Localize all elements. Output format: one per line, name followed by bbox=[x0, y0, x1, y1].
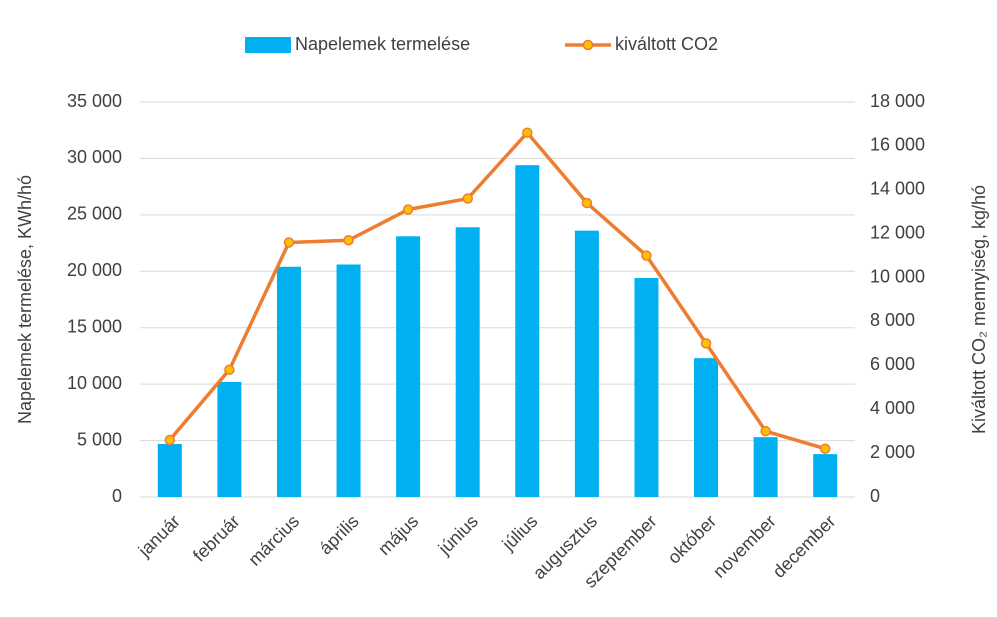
x-tick-label: április bbox=[315, 511, 362, 558]
bar bbox=[157, 443, 182, 497]
bar bbox=[634, 278, 659, 497]
x-tick-label: június bbox=[434, 511, 482, 559]
x-tick-label: július bbox=[498, 511, 542, 555]
x-tick-label: október bbox=[664, 511, 721, 568]
marker bbox=[700, 338, 712, 349]
y-tick-label: 25 000 bbox=[67, 204, 122, 224]
marker bbox=[581, 197, 593, 209]
y-tick-label: 15 000 bbox=[67, 316, 122, 336]
y2-axis-label: Kiváltott CO₂ mennyiség, kg/hó bbox=[969, 185, 989, 434]
bar bbox=[694, 358, 719, 497]
y-tick-label: 35 000 bbox=[67, 91, 122, 111]
marker bbox=[462, 193, 473, 204]
x-tick-label: január bbox=[134, 511, 184, 561]
x-tick-label: május bbox=[374, 511, 422, 559]
y-axis-label: Napelemek termelése, KWh/hó bbox=[15, 175, 35, 424]
marker bbox=[283, 237, 295, 248]
x-tick-label: március bbox=[244, 511, 303, 570]
marker bbox=[641, 250, 652, 261]
bar bbox=[276, 266, 301, 497]
y-tick-label: 5 000 bbox=[77, 429, 122, 449]
y2-tick-label: 14 000 bbox=[870, 179, 925, 199]
marker bbox=[402, 204, 414, 215]
y2-tick-label: 0 bbox=[870, 486, 880, 506]
y-tick-label: 30 000 bbox=[67, 147, 122, 167]
y-tick-label: 0 bbox=[112, 486, 122, 506]
y2-tick-label: 4 000 bbox=[870, 398, 915, 418]
bar bbox=[574, 230, 599, 497]
y2-tick-label: 8 000 bbox=[870, 310, 915, 330]
marker bbox=[760, 425, 771, 437]
line bbox=[168, 130, 826, 451]
bar bbox=[515, 165, 540, 497]
legend-label: Napelemek termelése bbox=[295, 34, 470, 54]
bar bbox=[753, 437, 778, 497]
x-tick-label: november bbox=[709, 511, 780, 582]
marker bbox=[819, 443, 831, 454]
bar bbox=[396, 236, 421, 498]
y-tick-label: 20 000 bbox=[67, 260, 122, 280]
y2-tick-label: 16 000 bbox=[870, 135, 925, 155]
x-tick-label: december bbox=[769, 511, 840, 582]
x-tick-label: február bbox=[189, 511, 243, 565]
y-tick-label: 10 000 bbox=[67, 373, 122, 393]
y2-tick-label: 2 000 bbox=[870, 442, 915, 462]
bar bbox=[217, 381, 242, 497]
y2-tick-label: 6 000 bbox=[870, 354, 915, 374]
y2-tick-label: 18 000 bbox=[870, 91, 925, 111]
legend-label: kiváltott CO2 bbox=[615, 34, 718, 54]
y2-tick-label: 12 000 bbox=[870, 222, 925, 242]
bar bbox=[813, 454, 838, 497]
bar bbox=[455, 227, 480, 497]
marker bbox=[164, 434, 176, 446]
marker bbox=[224, 364, 235, 375]
legend-swatch bbox=[245, 37, 291, 53]
legend-marker bbox=[582, 39, 594, 51]
marker bbox=[522, 127, 533, 138]
y2-tick-label: 10 000 bbox=[870, 266, 925, 286]
bar bbox=[336, 264, 361, 497]
marker bbox=[343, 235, 354, 246]
